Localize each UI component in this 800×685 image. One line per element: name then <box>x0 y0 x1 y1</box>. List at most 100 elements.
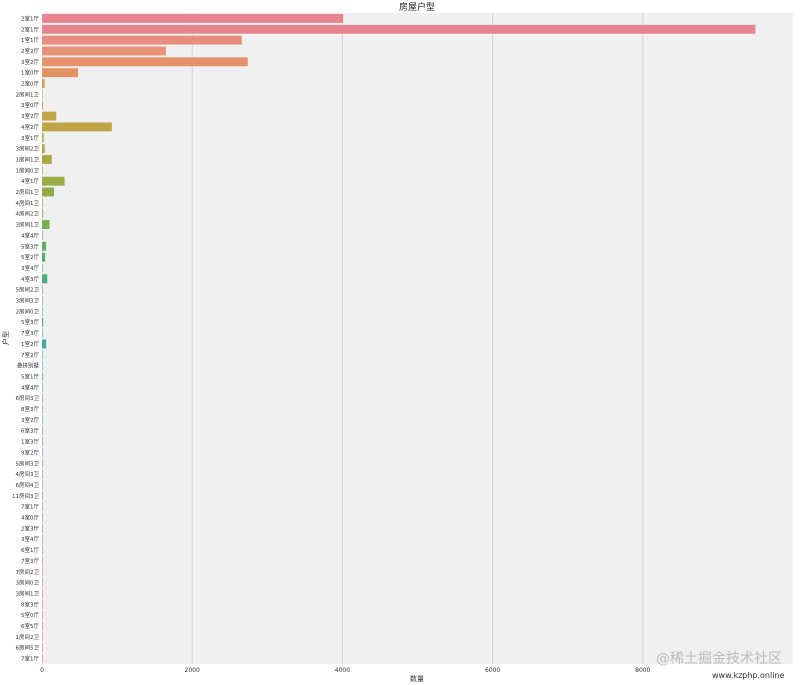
y-tick-label: 1房间0卫 <box>16 166 40 174</box>
x-tick-label: 6000 <box>485 667 500 674</box>
y-tick-label: 6室1厅 <box>21 546 39 554</box>
y-tick-label: 7室1厅 <box>21 655 39 663</box>
bar <box>42 654 43 664</box>
y-tick-label: 3房间2卫 <box>16 145 40 153</box>
y-tick-labels: 2室1厅 2室1厅 1室1厅 2室2厅 3室2厅 1室0厅 2室0厅 2房间1卫 3室0厅 3室2… <box>12 14 39 662</box>
bar <box>42 111 57 121</box>
bar <box>42 339 47 349</box>
y-tick-label: 4室4厅 <box>21 383 39 391</box>
bar <box>42 241 47 251</box>
y-tick-label: 3室4厅 <box>21 535 39 543</box>
bar <box>42 589 43 598</box>
y-tick-label: 4房间2卫 <box>16 210 40 218</box>
bar <box>42 426 43 436</box>
bar <box>42 187 55 197</box>
bar <box>42 578 43 588</box>
y-tick-label: 2房间0卫 <box>16 307 40 315</box>
y-tick-label: 6室5厅 <box>21 622 39 630</box>
y-tick-label: 3室1厅 <box>21 134 39 142</box>
y-tick-label: 1室1厅 <box>21 36 39 44</box>
y-tick-label: 2房间1卫 <box>16 188 40 196</box>
bar <box>42 372 43 381</box>
y-tick-label: 3房间3卫 <box>16 297 40 305</box>
bar <box>42 296 43 305</box>
bar <box>42 252 46 262</box>
bar <box>42 404 43 414</box>
bar <box>42 480 43 490</box>
y-tick-label: 2室1厅 <box>21 14 39 22</box>
bar <box>42 643 43 653</box>
y-tick-label: 4室3厅 <box>21 275 39 283</box>
bar <box>42 13 344 23</box>
y-tick-label: 2室0厅 <box>21 80 39 88</box>
y-tick-label: 4室1厅 <box>21 177 39 185</box>
bar <box>42 144 45 154</box>
bar <box>42 491 43 501</box>
y-tick-label: 9室2厅 <box>21 448 39 456</box>
y-tick-label: 3室4厅 <box>21 264 39 272</box>
bar <box>42 68 79 78</box>
x-tick-labels: 0 2000 4000 6000 8000 <box>40 667 651 674</box>
bar <box>42 198 43 208</box>
bar <box>42 350 43 360</box>
bar <box>42 57 248 67</box>
bar <box>42 328 43 338</box>
y-tick-label: 11房间3卫 <box>12 492 39 500</box>
y-tick-label: 7室2厅 <box>21 351 39 359</box>
y-tick-label: 3室2厅 <box>21 112 39 120</box>
x-tick-label: 2000 <box>185 667 200 674</box>
bar <box>42 458 43 468</box>
bar <box>42 35 242 45</box>
bar <box>42 610 43 620</box>
y-tick-label: 叠拼别墅 <box>17 362 40 370</box>
y-tick-label: 5室3厅 <box>21 242 39 250</box>
y-tick-label: 6室3厅 <box>21 427 39 435</box>
y-tick-label: 3房间1卫 <box>16 589 40 597</box>
x-tick-label: 0 <box>40 667 44 674</box>
y-axis-label: 户型 <box>1 331 10 345</box>
bar <box>42 382 43 392</box>
plot-background <box>42 13 793 664</box>
y-tick-label: 7室3厅 <box>21 557 39 565</box>
y-tick-label: 5室2厅 <box>21 253 39 261</box>
bar <box>42 469 43 479</box>
y-tick-label: 4房间3卫 <box>16 470 40 478</box>
y-tick-label: 1室3厅 <box>21 438 39 446</box>
bar <box>42 46 166 56</box>
bar <box>42 100 43 110</box>
y-tick-label: 3房间0卫 <box>16 579 40 587</box>
bar <box>42 79 45 88</box>
y-tick-label: 6房间3卫 <box>16 394 40 402</box>
y-tick-label: 3室0厅 <box>21 101 39 109</box>
bar <box>42 523 43 533</box>
y-tick-label: 1室2厅 <box>21 340 39 348</box>
y-tick-label: 3室2厅 <box>21 58 39 66</box>
bar <box>42 155 52 164</box>
bar <box>42 513 43 522</box>
y-tick-label: 4室4厅 <box>21 231 39 239</box>
bar <box>42 621 43 631</box>
y-tick-label: 7室1厅 <box>21 503 39 511</box>
x-axis-label: 数量 <box>410 674 424 683</box>
bars <box>42 13 756 664</box>
bar <box>42 263 43 273</box>
bar <box>42 176 65 186</box>
bar <box>42 599 43 609</box>
bar <box>42 567 43 577</box>
watermark-main: @稀土掘金技术社区 <box>656 651 782 667</box>
bar <box>42 306 43 316</box>
y-tick-label: 2室3厅 <box>21 524 39 532</box>
y-tick-label: 4房间1卫 <box>16 199 40 207</box>
y-tick-label: 2房间1卫 <box>16 90 40 98</box>
bar <box>42 393 43 403</box>
y-tick-label: 8室3厅 <box>21 600 39 608</box>
y-tick-label: 2室2厅 <box>21 47 39 55</box>
y-tick-label: 7房间2卫 <box>16 568 40 576</box>
bar <box>42 285 43 295</box>
y-tick-label: 6房间5卫 <box>16 644 40 652</box>
bar <box>42 274 48 284</box>
y-tick-label: 1房间1卫 <box>16 155 40 163</box>
bar <box>42 502 43 512</box>
y-tick-label: 3房间1卫 <box>16 221 40 229</box>
